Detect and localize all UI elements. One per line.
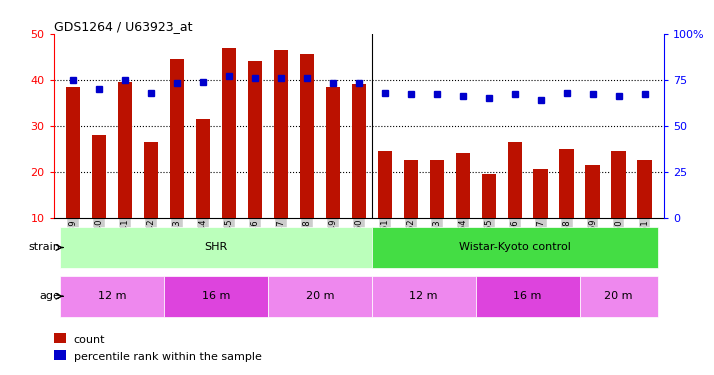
Bar bbox=[268, 276, 372, 316]
Bar bbox=[196, 119, 210, 218]
Bar bbox=[372, 276, 476, 316]
Text: 20 m: 20 m bbox=[306, 291, 334, 301]
Bar bbox=[638, 160, 652, 218]
Bar bbox=[533, 169, 548, 217]
Bar bbox=[508, 142, 522, 218]
Text: count: count bbox=[74, 335, 105, 345]
Bar bbox=[248, 61, 262, 217]
Bar bbox=[611, 151, 625, 217]
Bar bbox=[273, 50, 288, 217]
Bar bbox=[164, 276, 268, 316]
Bar bbox=[403, 160, 418, 218]
Text: age: age bbox=[39, 291, 60, 301]
Bar bbox=[560, 148, 574, 217]
Bar bbox=[60, 227, 372, 268]
Bar bbox=[456, 153, 470, 218]
Bar bbox=[351, 84, 366, 218]
Text: GDS1264 / U63923_at: GDS1264 / U63923_at bbox=[54, 20, 192, 33]
Bar bbox=[60, 276, 164, 316]
Text: 20 m: 20 m bbox=[604, 291, 633, 301]
Text: strain: strain bbox=[28, 243, 60, 252]
Bar bbox=[170, 59, 184, 217]
Bar bbox=[580, 276, 658, 316]
Text: 12 m: 12 m bbox=[409, 291, 438, 301]
Bar bbox=[222, 48, 236, 217]
Bar bbox=[430, 160, 444, 218]
Bar bbox=[372, 227, 658, 268]
Bar bbox=[585, 165, 600, 218]
Text: SHR: SHR bbox=[204, 243, 228, 252]
Text: 12 m: 12 m bbox=[98, 291, 126, 301]
Text: percentile rank within the sample: percentile rank within the sample bbox=[74, 352, 261, 362]
Text: 16 m: 16 m bbox=[513, 291, 542, 301]
Bar bbox=[326, 87, 340, 218]
Bar bbox=[476, 276, 580, 316]
Bar bbox=[378, 151, 392, 217]
Text: Wistar-Kyoto control: Wistar-Kyoto control bbox=[458, 243, 570, 252]
Bar bbox=[481, 174, 496, 217]
Bar bbox=[118, 82, 132, 218]
Bar bbox=[66, 87, 80, 218]
Bar bbox=[300, 54, 314, 217]
Bar bbox=[144, 142, 158, 218]
Bar bbox=[92, 135, 106, 218]
Text: 16 m: 16 m bbox=[202, 291, 230, 301]
